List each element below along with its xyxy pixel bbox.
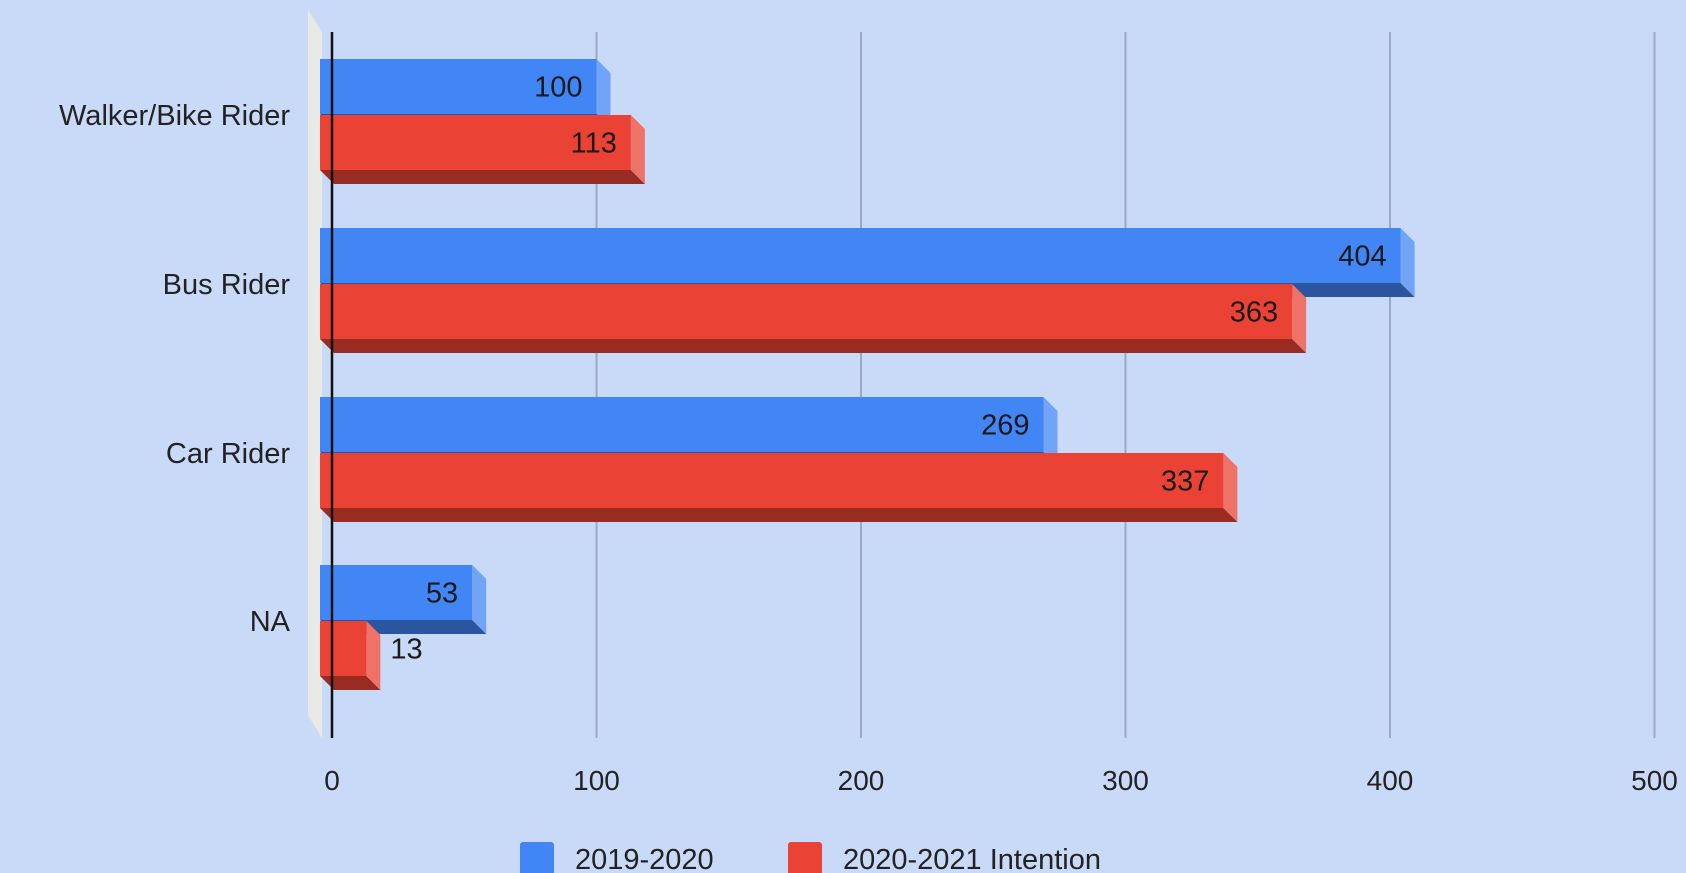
bar-bottom-face <box>320 339 1307 353</box>
data-label: 113 <box>571 128 617 160</box>
category-label: Car Rider <box>166 438 290 470</box>
bar-end-face <box>1223 453 1238 522</box>
category-label: NA <box>250 606 291 638</box>
bar-end-face <box>630 115 645 184</box>
bar-front-face <box>320 565 473 620</box>
x-tick-label: 300 <box>1102 765 1149 796</box>
category-label: Bus Rider <box>163 269 291 301</box>
bar-bottom-face <box>320 508 1238 522</box>
data-label: 337 <box>1161 466 1209 498</box>
x-tick-label: 0 <box>324 765 340 796</box>
labels: 0 100 200 300 400 500 100 113 Walker/Bike Rider 4… <box>59 72 1678 797</box>
bar-front-face <box>320 59 597 114</box>
axis-floor <box>308 10 322 738</box>
legend-label: 2020-2021 Intention <box>843 844 1101 873</box>
bar-bottom-face <box>320 676 381 690</box>
data-label: 53 <box>426 578 458 610</box>
bar-end-face <box>1043 397 1058 466</box>
legend: 2019-2020 2020-2021 Intention <box>520 842 1101 873</box>
data-label: 363 <box>1230 297 1278 329</box>
bar-front-face <box>320 453 1224 508</box>
bar <box>320 115 645 184</box>
bar <box>320 621 381 690</box>
bar <box>320 284 1307 353</box>
data-label: 13 <box>390 634 422 666</box>
x-tick-label: 100 <box>573 765 620 796</box>
bar-front-face <box>320 397 1044 452</box>
bar-bottom-face <box>320 170 645 184</box>
data-label: 100 <box>534 72 582 104</box>
legend-label: 2019-2020 <box>575 844 714 873</box>
x-tick-label: 400 <box>1367 765 1414 796</box>
bar-end-face <box>1400 228 1415 297</box>
bars <box>320 59 1415 690</box>
x-tick-label: 200 <box>838 765 885 796</box>
bar-front-face <box>320 284 1293 339</box>
legend-swatch <box>788 842 822 873</box>
axis-floor-wall <box>308 10 322 738</box>
x-tick-label: 500 <box>1631 765 1678 796</box>
bar <box>320 453 1238 522</box>
bar-end-face <box>472 565 487 634</box>
bar-front-face <box>320 115 631 170</box>
data-label: 404 <box>1338 241 1386 273</box>
bar-end-face <box>366 621 381 690</box>
legend-swatch <box>520 842 554 873</box>
bar-end-face <box>1292 284 1307 353</box>
data-label: 269 <box>981 410 1029 442</box>
category-label: Walker/Bike Rider <box>59 100 290 132</box>
bar-front-face <box>320 621 367 676</box>
bar-end-face <box>596 59 611 128</box>
bar-front-face <box>320 228 1401 283</box>
